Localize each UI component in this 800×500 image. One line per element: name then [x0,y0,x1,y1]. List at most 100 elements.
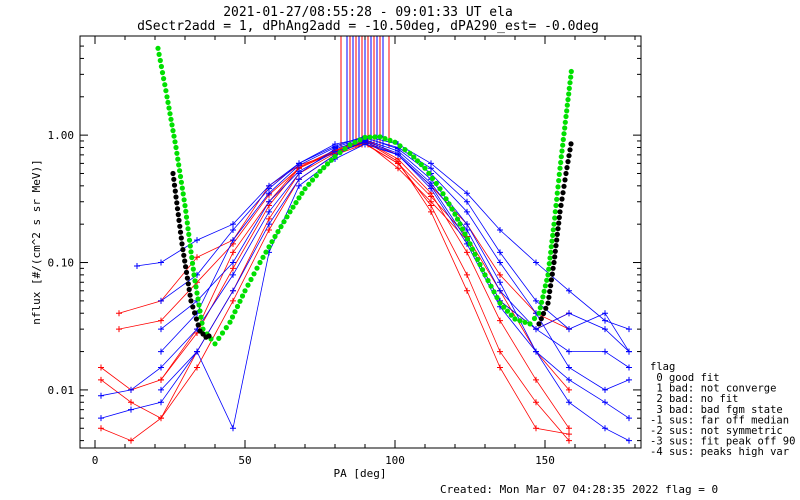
legend: flag 0 good fit 1 bad: not converge 2 ba… [650,361,795,458]
fit-point [347,142,353,148]
data-point [497,259,503,266]
chart-title: 2021-01-27/08:55:28 - 09:01:33 UT ela [223,5,513,20]
fit-point [372,134,378,140]
fit-point [449,206,455,212]
x-axis: 0 50 100 150 [92,36,636,467]
fit-point [548,277,555,283]
data-point [566,437,572,444]
data-point [266,227,272,234]
fit-point [177,173,184,180]
data-point [296,168,302,175]
fit-point [554,237,560,243]
fit-point [552,254,558,260]
fit-point [558,154,564,160]
fit-point [488,283,494,289]
fit-point [469,246,476,252]
fit-point [174,150,180,156]
fit-point [190,304,196,310]
data-point [566,425,572,432]
fit-point [464,236,471,242]
data-point [602,386,608,393]
data-point [533,376,539,383]
plot-area [98,36,632,444]
fit-point [566,85,572,91]
fit-point [556,214,562,221]
data-point [533,348,539,355]
x-axis-label: PA [deg] [334,467,387,480]
fit-point [550,227,556,233]
data-point [626,364,632,371]
data-point [428,185,434,192]
fit-point [426,170,432,176]
fit-point [185,281,191,287]
fit-point [313,173,319,179]
data-point [98,364,104,371]
fit-point [387,137,393,143]
fit-point [566,91,572,97]
legend-title: flag [650,361,675,373]
data-point [464,190,470,197]
fit-point [567,80,573,86]
fit-point [260,254,266,260]
fit-point [328,157,334,163]
fit-point [234,303,241,310]
fit-point [163,88,169,94]
fit-point [192,310,198,316]
fit-point [332,153,338,160]
fit-point [173,144,179,151]
fit-point [179,241,185,247]
legend-entry: -3 sus: fit peak off 90 [650,436,795,448]
fit-point [437,186,443,192]
fit-point [485,277,491,284]
fit-point [554,231,560,237]
data-point [626,326,632,333]
fit-point [566,153,572,159]
fit-point [538,316,544,322]
fit-point [382,136,388,142]
legend-entry: 0 good fit [650,372,720,384]
data-point [158,364,164,371]
fit-point [472,251,478,257]
legend-entry: -1 sus: far off median [650,414,789,426]
fit-point [558,159,564,166]
data-point [98,376,104,383]
x-tick-label: 0 [92,454,99,467]
fit-point [553,202,559,209]
fit-point [178,179,184,185]
fit-point [454,216,461,222]
fit-point [189,254,195,261]
fit-point [422,165,428,171]
series-line [100,143,570,441]
fit-point [555,226,561,232]
data-point [464,249,470,256]
data-point [128,386,134,393]
fit-point [184,220,190,226]
fit-point [182,203,188,209]
fit-point [497,300,503,306]
data-point [602,425,608,432]
fit-point [362,134,368,140]
fit-point [392,139,398,145]
fit-point [397,143,403,149]
plot-frame [79,35,642,449]
fit-point [299,190,305,196]
fit-point [552,209,558,215]
x-tick-label: 150 [535,454,555,467]
fit-point [167,111,173,117]
fit-point [545,300,551,306]
fit-point [545,272,551,278]
fit-point [557,165,563,171]
fit-point [557,209,563,215]
fit-point [179,185,185,191]
data-point [626,415,632,422]
fit-point [172,188,178,194]
fit-point [446,201,452,207]
data-point [194,237,200,244]
fit-point [552,215,558,221]
fit-point [531,315,538,322]
fit-point [196,302,202,308]
fit-point [563,113,569,120]
y-axis: 0.01 0.10 1.00 [48,35,641,442]
fit-point [559,148,565,154]
fit-point [182,258,188,264]
